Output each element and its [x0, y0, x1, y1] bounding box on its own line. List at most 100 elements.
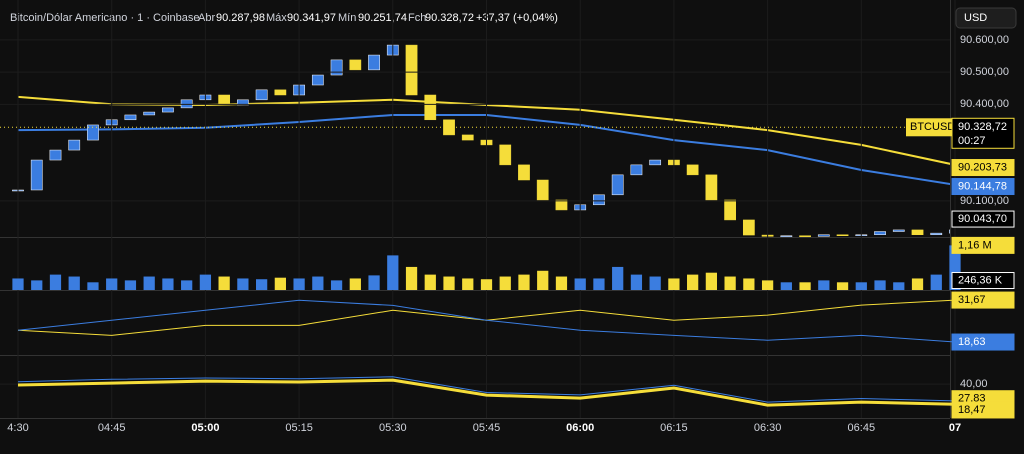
candle — [930, 232, 943, 235]
candle — [143, 111, 156, 116]
volume-bar — [405, 266, 418, 290]
low-label: Mín — [338, 12, 356, 24]
volume-bar — [68, 276, 80, 290]
volume-bar — [799, 282, 811, 290]
volume-bar — [499, 276, 511, 290]
candle — [705, 174, 718, 201]
candle — [593, 194, 605, 206]
volume-bar — [274, 277, 286, 290]
y-tick-label: 90.400,00 — [960, 98, 1009, 110]
candle — [255, 89, 268, 101]
volume-bar — [518, 274, 530, 290]
high-label: Máx — [266, 12, 287, 24]
x-tick-label: 07 — [949, 422, 961, 434]
volume-bar — [780, 282, 792, 290]
y-tick-label: 40,00 — [960, 378, 988, 390]
candle — [443, 119, 455, 136]
volume-bar — [537, 270, 549, 290]
y-tick-label: 90.100,00 — [960, 195, 1009, 207]
badge-label: 18,63 — [958, 336, 986, 348]
volume-bar — [687, 274, 699, 290]
badge-label: 90.203,73 — [958, 161, 1007, 173]
volume-bar — [874, 280, 886, 290]
indicator-line — [17, 378, 956, 407]
volume-bar — [724, 276, 736, 290]
candle — [742, 219, 755, 236]
candle — [49, 149, 62, 161]
candle — [874, 231, 886, 235]
currency[interactable]: USD — [964, 12, 987, 24]
candle — [555, 199, 568, 211]
volume-bar — [124, 280, 137, 290]
x-tick-label: 4:30 — [7, 422, 28, 434]
low: 90.251,74 — [358, 12, 407, 24]
candle — [799, 235, 811, 237]
x-tick-label: 06:30 — [754, 422, 782, 434]
y-tick-label: 90.600,00 — [960, 34, 1009, 46]
x-tick-label: 05:00 — [191, 422, 219, 434]
value-badge — [951, 210, 1015, 228]
x-tick-label: 04:45 — [98, 422, 126, 434]
volume-bar — [818, 280, 830, 290]
volume-bar — [143, 276, 155, 290]
candle — [349, 59, 362, 71]
volume-bar — [293, 278, 305, 290]
candle — [649, 159, 662, 166]
last-price-badge — [951, 117, 1015, 149]
volume-bar — [930, 274, 942, 290]
volume-bar — [555, 276, 568, 290]
candle — [87, 124, 99, 141]
open: 90.287,98 — [216, 12, 265, 24]
last-price-badge — [906, 118, 952, 137]
volume-bar — [761, 280, 774, 290]
candle — [424, 94, 437, 121]
volume-bar — [836, 282, 849, 290]
y-tick-label: 90.500,00 — [960, 66, 1009, 78]
symbol-badge: BTCUSD — [910, 121, 955, 133]
candle — [368, 54, 380, 71]
volume-bar — [218, 276, 230, 290]
badge-label: 90.043,70 — [958, 213, 1007, 225]
badge-label: 246,36 K — [958, 274, 1003, 286]
candle — [124, 114, 137, 121]
volume-bar — [12, 278, 24, 290]
candle — [162, 107, 174, 113]
close-label: Fch — [408, 12, 426, 24]
currency-button[interactable] — [955, 7, 1017, 29]
volume-bar — [237, 278, 249, 290]
candle — [817, 234, 830, 237]
badge-label: 1,16 M — [958, 239, 992, 251]
header: Bitcoin/Dólar Americano · 1 · Coinbase A… — [10, 12, 558, 24]
volume-bar — [368, 275, 380, 290]
symbol: Bitcoin/Dólar Americano · 1 · Coinbase — [10, 12, 200, 24]
volume-bar — [349, 278, 361, 290]
change: +37,37 (+0,04%) — [476, 12, 558, 24]
candle — [630, 164, 643, 176]
candle — [911, 229, 924, 235]
value-badge — [951, 333, 1015, 351]
high: 90.341,97 — [287, 12, 336, 24]
countdown: 00:27 — [958, 135, 986, 147]
volume-bar — [630, 274, 643, 290]
volume-bar — [87, 282, 99, 290]
candle — [499, 144, 512, 166]
indicator-line — [17, 299, 956, 343]
x-tick-label: 06:00 — [566, 422, 594, 434]
value-badge — [951, 236, 1015, 254]
volume-bar — [199, 274, 212, 290]
volume-bar — [31, 280, 43, 290]
volume-bar — [480, 279, 493, 290]
x-tick-label: 05:30 — [379, 422, 407, 434]
candle — [536, 179, 549, 201]
volume-bar — [106, 278, 118, 290]
candle — [218, 94, 231, 106]
candle — [311, 74, 324, 86]
candle — [330, 59, 343, 76]
x-tick-label: 06:15 — [660, 422, 688, 434]
badge-label: 90.144,78 — [958, 180, 1007, 192]
volume-bar — [424, 274, 436, 290]
volume-bar — [593, 278, 605, 290]
